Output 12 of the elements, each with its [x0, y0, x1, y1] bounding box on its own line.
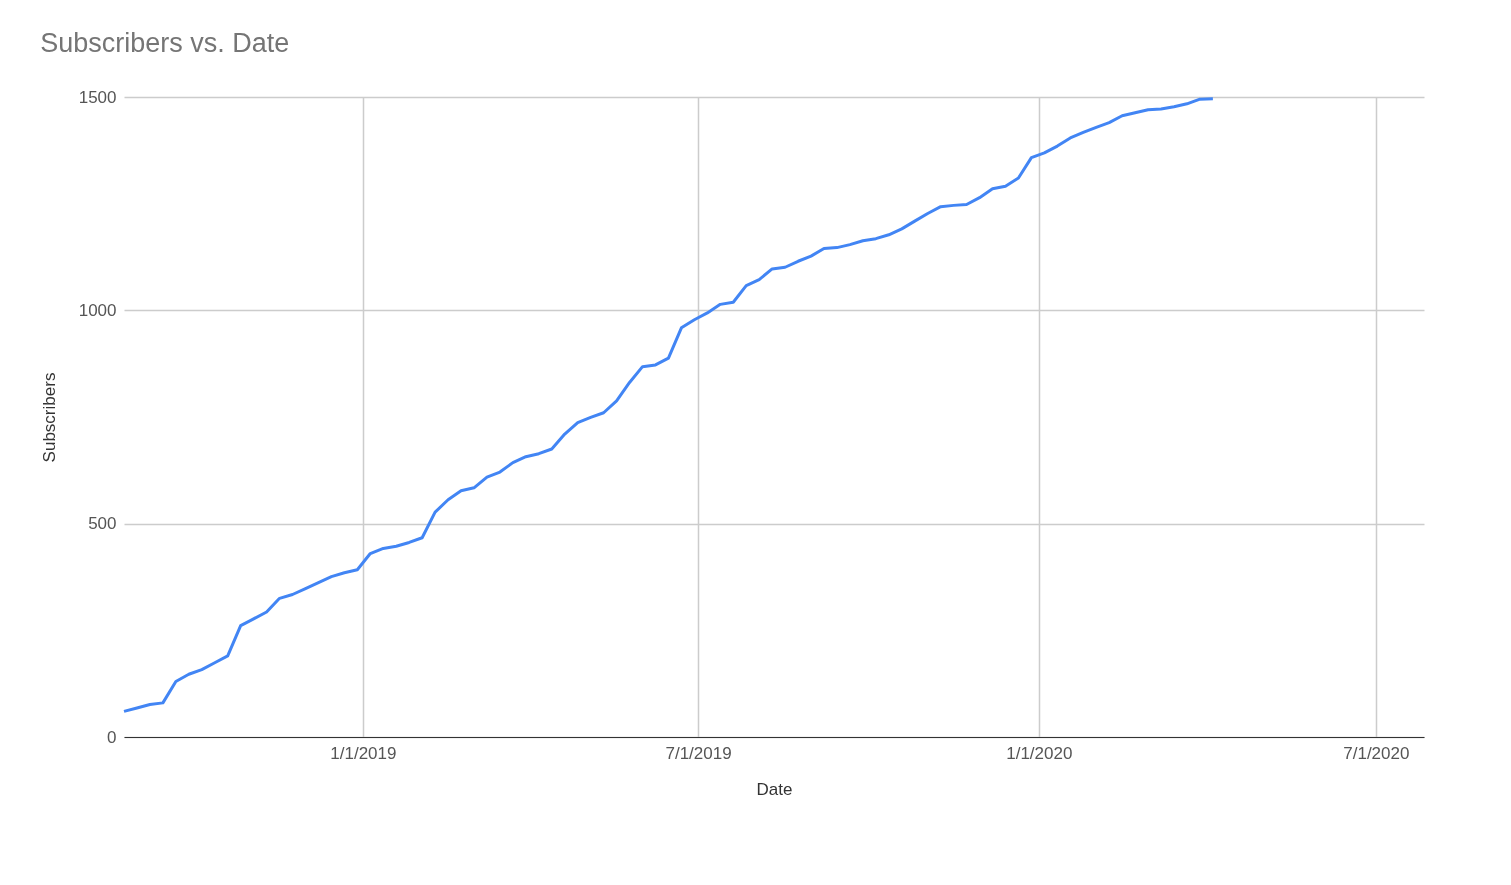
y-tick-label: 0: [107, 727, 117, 747]
y-tick-label: 500: [88, 514, 117, 534]
x-tick-label: 1/1/2020: [1006, 743, 1073, 763]
y-tick-label: 1000: [78, 300, 117, 320]
chart-title: Subscribers vs. Date: [40, 28, 290, 58]
y-axis-title: Subscribers: [39, 372, 59, 463]
line-series: [122, 97, 1215, 713]
x-axis-title: Date: [756, 779, 793, 799]
x-tick-label: 7/1/2020: [1343, 743, 1410, 763]
x-tick-label: 7/1/2019: [665, 743, 732, 763]
x-tick-label: 1/1/2019: [330, 743, 397, 763]
y-tick-label: 1500: [78, 87, 117, 107]
